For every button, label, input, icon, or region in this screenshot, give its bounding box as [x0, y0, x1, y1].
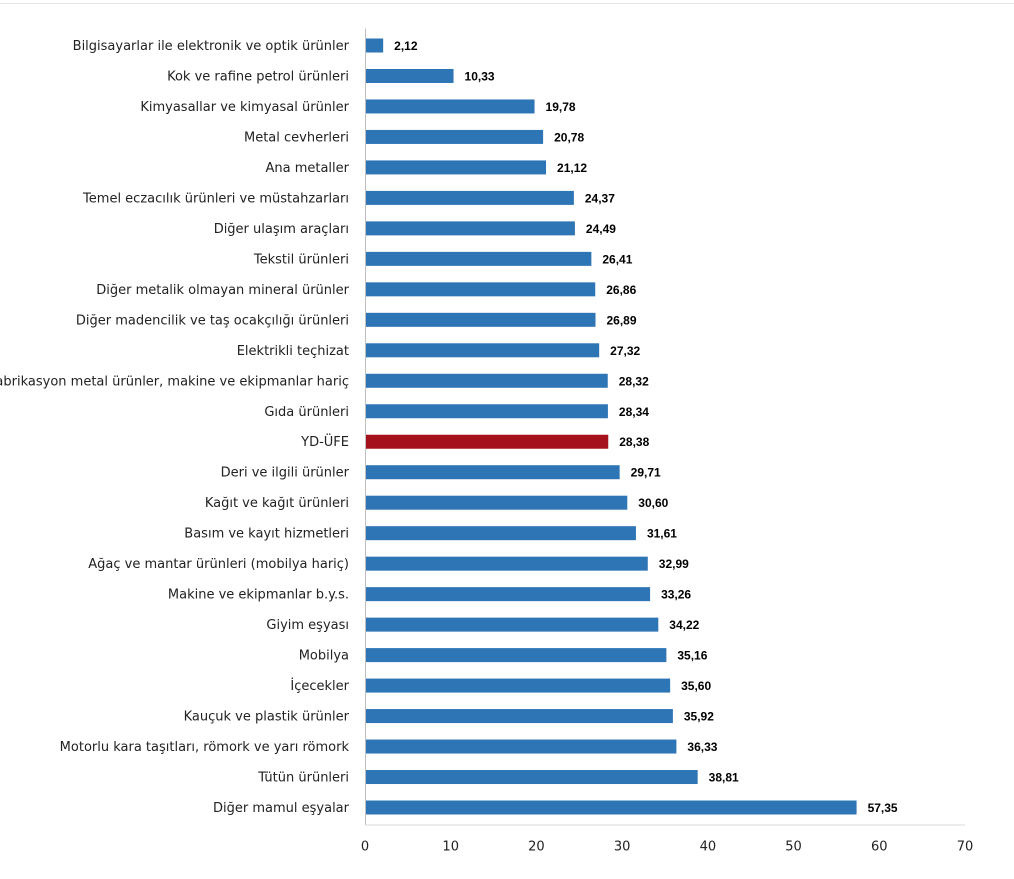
x-tick-label: 70 [957, 840, 974, 855]
bar [365, 221, 575, 236]
category-label: Diğer mamul eşyalar [213, 801, 350, 816]
value-label: 32,99 [659, 557, 689, 571]
value-label: 35,92 [684, 710, 714, 724]
bar [365, 99, 535, 114]
category-label: Kauçuk ve plastik ürünler [184, 710, 350, 725]
category-label: Kağıt ve kağıt ürünleri [205, 496, 349, 511]
bar [365, 465, 620, 480]
value-label: 35,60 [681, 679, 711, 693]
value-label: 26,86 [606, 283, 636, 297]
value-labels: 2,12 10,33 19,78 20,78 21,12 24,37 24,49 26,41 2… [394, 39, 898, 815]
bar [365, 373, 608, 388]
x-tick-label: 40 [700, 840, 717, 855]
value-label: 30,60 [638, 496, 668, 510]
category-label: İçecekler [290, 678, 349, 694]
bar [365, 404, 608, 419]
category-label: Mobilya [299, 649, 349, 664]
bar [365, 190, 574, 205]
bar [365, 526, 636, 541]
bar [365, 617, 659, 632]
category-label: Diğer madencilik ve taş ocakçılığı ürünl… [76, 313, 349, 328]
category-label: Elektrikli teçhizat [237, 344, 349, 359]
category-label: Kimyasallar ve kimyasal ürünler [140, 100, 349, 115]
value-label: 19,78 [546, 100, 576, 114]
category-label: Basım ve kayıt hizmetleri [184, 527, 349, 542]
value-label: 21,12 [557, 161, 587, 175]
category-label: Tütün ürünleri [257, 771, 349, 786]
category-label: Temel eczacılık ürünleri ve müstahzarlar… [82, 191, 349, 206]
value-label: 29,71 [631, 466, 661, 480]
category-label: Kok ve rafine petrol ürünleri [167, 69, 349, 84]
value-label: 26,89 [606, 313, 636, 327]
bar [365, 160, 547, 175]
bar [365, 343, 600, 358]
bar [365, 129, 544, 144]
category-label: Gıda ürünleri [264, 405, 349, 420]
category-label: Deri ve ilgili ürünler [221, 466, 350, 481]
bar [365, 678, 671, 693]
value-label: 35,16 [677, 649, 707, 663]
category-label: YD-ÜFE [300, 433, 349, 450]
category-label: Motorlu kara taşıtları, römork ve yarı r… [60, 740, 350, 755]
bar [365, 648, 667, 663]
x-tick-label: 60 [871, 840, 888, 855]
bars-layer [365, 38, 857, 815]
value-label: 38,81 [709, 771, 739, 785]
category-label: Makine ve ekipmanlar b.y.s. [168, 588, 349, 603]
value-label: 26,41 [602, 252, 632, 266]
bar [365, 68, 454, 83]
bar [365, 587, 651, 602]
category-label: Diğer ulaşım araçları [214, 222, 349, 237]
x-tick-label: 10 [442, 840, 459, 855]
category-label: Diğer metalik olmayan mineral ürünler [96, 283, 349, 298]
category-label: Metal cevherleri [244, 130, 349, 145]
value-label: 31,61 [647, 527, 677, 541]
value-label: 24,49 [586, 222, 616, 236]
value-label: 34,22 [669, 618, 699, 632]
bar [365, 38, 384, 53]
value-label: 10,33 [465, 69, 495, 83]
bar [365, 312, 596, 327]
bar [365, 739, 677, 754]
x-tick-label: 20 [528, 840, 545, 855]
x-tick-label: 30 [614, 840, 631, 855]
bar [365, 770, 698, 785]
bar [365, 800, 857, 815]
category-label: Ana metaller [265, 161, 349, 176]
bar [365, 709, 673, 724]
value-label: 24,37 [585, 191, 615, 205]
value-label: 36,33 [687, 740, 717, 754]
x-axis: 0 10 20 30 40 50 60 70 [361, 28, 974, 855]
bar [365, 282, 596, 297]
value-label: 28,38 [619, 435, 649, 449]
category-label: Tekstil ürünleri [253, 252, 349, 267]
category-label: Fabrikasyon metal ürünler, makine ve eki… [0, 374, 349, 389]
category-labels: Bilgisayarlar ile elektronik ve optik ür… [0, 39, 350, 816]
bar-highlight [365, 434, 609, 449]
bar [365, 556, 648, 571]
bar [365, 495, 628, 510]
value-label: 27,32 [610, 344, 640, 358]
category-label: Ağaç ve mantar ürünleri (mobilya hariç) [88, 557, 349, 572]
bar [365, 251, 592, 266]
value-label: 28,32 [619, 374, 649, 388]
category-label: Bilgisayarlar ile elektronik ve optik ür… [73, 39, 350, 54]
value-label: 33,26 [661, 588, 691, 602]
value-label: 20,78 [554, 130, 584, 144]
category-label: Giyim eşyası [266, 618, 349, 633]
value-label: 2,12 [394, 39, 418, 53]
x-tick-label: 0 [361, 840, 369, 855]
value-label: 57,35 [868, 801, 898, 815]
value-label: 28,34 [619, 405, 649, 419]
x-tick-label: 50 [785, 840, 802, 855]
